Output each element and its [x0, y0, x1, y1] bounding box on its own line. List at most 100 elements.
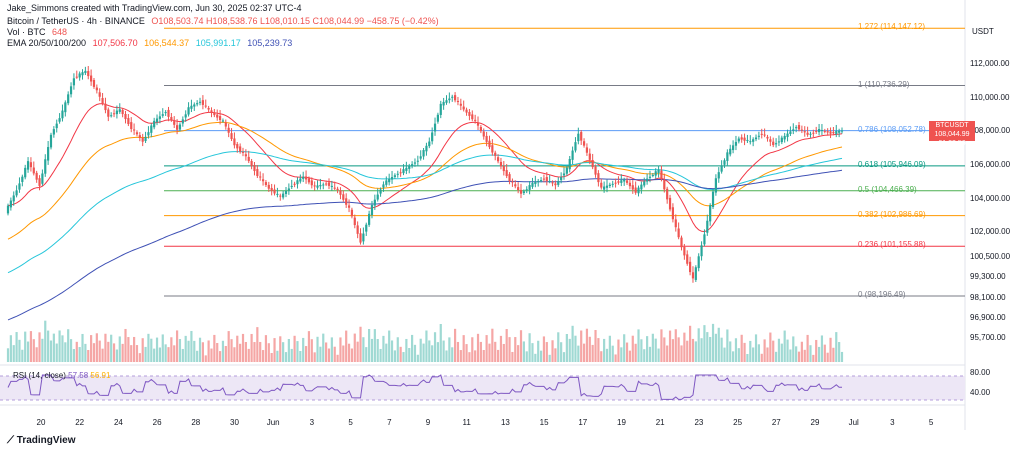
volume-bar	[190, 330, 193, 362]
volume-bar	[617, 339, 620, 362]
volume-bar	[276, 350, 279, 362]
rsi-line[interactable]	[7, 374, 842, 400]
candle-body	[319, 184, 322, 187]
volume-bar	[256, 327, 259, 362]
volume-bar	[313, 352, 316, 362]
volume-bar	[697, 328, 700, 362]
candle-body	[256, 169, 259, 177]
candle-body	[723, 160, 726, 165]
candle-body	[574, 142, 577, 151]
candle-body	[107, 109, 110, 117]
volume-bar	[322, 333, 325, 362]
volume-bar	[153, 348, 156, 362]
candle-body	[307, 178, 311, 183]
fib-label: 1 (110,736.29)	[858, 79, 910, 89]
candle-body	[571, 150, 574, 160]
volume-label[interactable]: Vol · BTC	[7, 27, 46, 37]
candle-body	[388, 178, 391, 183]
date-tick: 23	[694, 418, 704, 427]
volume-bar	[474, 350, 477, 362]
symbol-title[interactable]: Bitcoin / TetherUS · 4h · BINANCE	[7, 16, 145, 26]
candle-body	[625, 180, 629, 183]
volume-bar	[448, 337, 451, 362]
candle-body	[261, 179, 265, 182]
candle-body	[130, 122, 133, 130]
price-tick: 110,000.00	[970, 92, 1010, 102]
current-price-value: 108,044.99	[934, 131, 970, 138]
candle-body	[585, 147, 589, 153]
date-tick: 11	[462, 418, 471, 427]
candle-body	[158, 116, 161, 119]
volume-bar	[347, 343, 351, 362]
volume-bar	[41, 338, 44, 362]
volume-bar	[611, 345, 614, 362]
candle-body	[634, 187, 637, 193]
volume-bar	[726, 329, 729, 362]
candle-body	[147, 132, 150, 136]
volume-bar	[290, 348, 293, 362]
volume-bar	[548, 354, 551, 362]
ema-line-100[interactable]	[7, 151, 843, 274]
volume-bar	[760, 353, 763, 362]
candle-body	[267, 184, 270, 189]
volume-bar	[488, 343, 491, 362]
candle-body	[760, 133, 763, 135]
volume-bar	[61, 335, 64, 362]
volume-bar	[531, 343, 534, 362]
volume-bar	[734, 338, 738, 362]
candle-body	[620, 180, 623, 183]
candle-body	[476, 122, 480, 126]
candle-body	[95, 87, 98, 91]
volume-bar	[646, 336, 649, 362]
candle-body	[121, 109, 124, 115]
candle-body	[210, 110, 213, 113]
fib-label: 1.272 (114,147.12)	[858, 22, 926, 32]
volume-bar	[582, 343, 586, 362]
volume-bar	[382, 335, 385, 362]
fib-label: 0.618 (105,946.09)	[858, 159, 926, 169]
date-tick: 30	[230, 418, 239, 427]
candle-body	[789, 131, 792, 134]
candle-body	[327, 182, 331, 186]
candle-body	[663, 179, 666, 190]
candle-body	[35, 172, 38, 180]
candle-body	[347, 205, 351, 208]
volume-bar	[12, 345, 15, 362]
volume-bar	[187, 340, 190, 362]
candle-body	[49, 134, 53, 148]
candle-body	[405, 167, 408, 171]
candle-body	[110, 115, 113, 117]
candle-body	[304, 176, 308, 180]
volume-bar	[130, 345, 133, 362]
ema-line-200[interactable]	[7, 169, 843, 321]
volume-bar	[737, 348, 740, 362]
tradingview-logo[interactable]: ⟋ TradingView	[7, 435, 76, 446]
volume-bar	[651, 333, 654, 362]
candle-body	[379, 189, 382, 194]
candle-body	[161, 114, 164, 116]
candle-body	[393, 175, 397, 177]
rsi-legend[interactable]: RSI (14, close) 57.58 56.91	[13, 371, 110, 380]
candle-body	[654, 171, 657, 176]
candle-body	[734, 141, 738, 146]
date-tick: 27	[771, 418, 781, 427]
ema-line-50[interactable]	[7, 121, 843, 240]
price-tick: 99,300.00	[970, 272, 1006, 282]
volume-bar	[511, 351, 514, 362]
volume-bar	[319, 346, 322, 362]
volume-bar	[674, 329, 677, 362]
volume-bar	[743, 342, 746, 362]
ema-line-20[interactable]	[7, 103, 843, 233]
fib-label: 0.5 (104,466.39)	[858, 184, 917, 194]
volume-bar	[517, 345, 520, 362]
current-price-symbol: BTCUSDT	[935, 122, 969, 129]
volume-bar	[342, 345, 345, 362]
ema-label[interactable]: EMA 20/50/100/200	[7, 38, 87, 48]
date-tick: 20	[36, 418, 46, 427]
candle-body	[241, 151, 245, 153]
candle-body	[436, 114, 439, 122]
volume-bar	[603, 338, 606, 362]
volume-bar	[133, 336, 136, 362]
candle-body	[230, 133, 233, 140]
